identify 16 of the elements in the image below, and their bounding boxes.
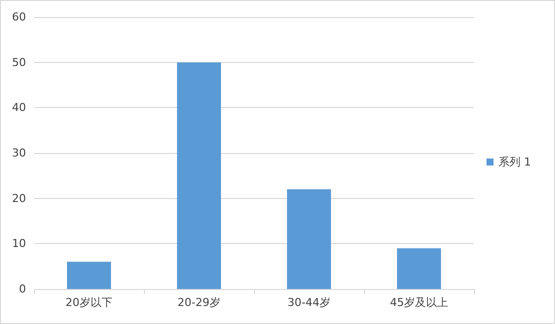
y-tick-label: 60	[12, 10, 26, 24]
bar	[177, 62, 221, 289]
bar	[67, 262, 111, 289]
x-tick-label: 45岁及以上	[390, 296, 448, 309]
bar	[287, 189, 331, 289]
x-tick-label: 20岁以下	[66, 296, 112, 309]
x-tick-label: 30-44岁	[288, 296, 330, 309]
y-tick-label: 30	[12, 146, 26, 160]
bar	[397, 248, 441, 289]
y-tick-label: 50	[12, 56, 26, 69]
x-tick-label: 20-29岁	[178, 296, 220, 309]
y-tick-label: 40	[12, 101, 26, 114]
y-tick-label: 0	[19, 282, 26, 296]
y-tick-label: 20	[12, 192, 26, 205]
y-tick-label: 10	[12, 237, 26, 250]
legend-label: 系列 1	[498, 156, 532, 168]
